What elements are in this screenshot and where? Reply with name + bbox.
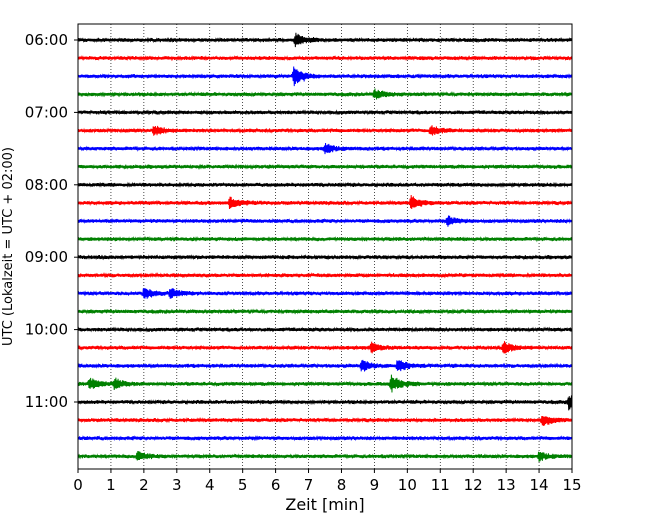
x-tick-label: 12 [464, 476, 483, 494]
x-tick-label: 4 [205, 476, 215, 494]
x-tick-label: 2 [139, 476, 149, 494]
trace-0600 [77, 32, 573, 48]
x-tick-label: 0 [73, 476, 83, 494]
y-tick-label: 09:00 [25, 248, 68, 266]
trace-0615 [77, 54, 573, 62]
trace-0915 [77, 272, 573, 279]
y-tick-label: 11:00 [25, 393, 68, 411]
x-tick-label: 14 [530, 476, 549, 494]
trace-0945 [77, 308, 573, 315]
trace-1145 [77, 450, 573, 462]
trace-0845 [77, 235, 573, 243]
trace-0645 [77, 88, 573, 100]
x-tick-label: 6 [271, 476, 281, 494]
trace-1015 [77, 341, 573, 354]
x-tick-label: 3 [172, 476, 182, 494]
grid-lines [110, 24, 540, 469]
x-tick-label: 5 [238, 476, 248, 494]
trace-0745 [77, 163, 573, 170]
trace-0715 [77, 125, 573, 136]
y-axis-label: UTC (Lokalzeit = UTC + 02:00) [1, 147, 16, 346]
x-tick-label: 1 [106, 476, 116, 494]
trace-1045 [77, 374, 573, 393]
trace-0830 [77, 215, 573, 227]
trace-0930 [77, 287, 573, 299]
trace-0900 [77, 254, 573, 261]
x-tick-label: 13 [497, 476, 516, 494]
y-tick-label: 08:00 [25, 176, 68, 194]
x-tick-label: 8 [337, 476, 347, 494]
y-tick-label: 10:00 [25, 321, 68, 339]
x-axis-ticks: 0 1 2 3 4 5 6 7 8 9 10 11 12 13 14 15 [73, 469, 582, 494]
x-tick-label: 11 [431, 476, 450, 494]
x-tick-label: 15 [562, 476, 581, 494]
trace-0730 [77, 143, 573, 155]
plot-frame [77, 23, 573, 470]
trace-0630 [77, 66, 573, 87]
y-axis-ticks: 06:00 07:00 08:00 09:00 10:00 11:00 [25, 31, 78, 411]
trace-1115 [77, 415, 573, 426]
x-tick-label: 10 [398, 476, 417, 494]
y-tick-label: 07:00 [25, 103, 68, 121]
trace-1000 [77, 326, 573, 333]
trace-1030 [77, 359, 573, 372]
trace-0800 [77, 181, 573, 189]
x-tick-label: 7 [304, 476, 314, 494]
x-axis-label: Zeit [min] [285, 495, 364, 514]
trace-0815 [77, 194, 573, 210]
trace-1130 [77, 435, 573, 442]
trace-1100 [77, 395, 573, 411]
y-tick-label: 06:00 [25, 31, 68, 49]
trace-0700 [77, 109, 573, 116]
trace-lines [77, 32, 573, 462]
x-tick-label: 9 [370, 476, 380, 494]
